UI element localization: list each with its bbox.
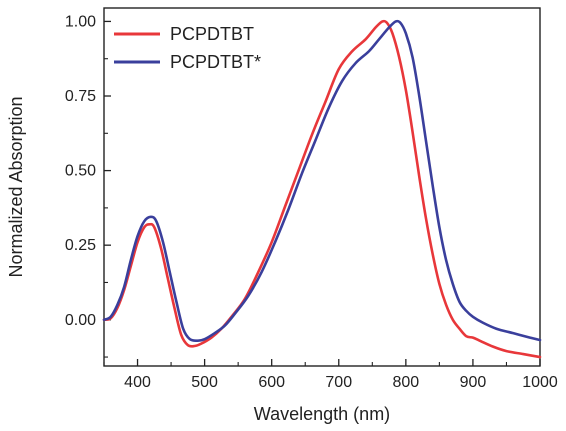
x-tick-label: 800 [392, 374, 419, 391]
x-tick-label: 400 [124, 374, 151, 391]
legend-label-pcpdtbt-star: PCPDTBT* [170, 52, 261, 72]
y-axis-title: Normalized Absorption [6, 96, 26, 277]
x-tick-label: 600 [258, 374, 285, 391]
y-tick-label: 0.50 [65, 163, 96, 180]
y-axis-ticks: 0.00 0.25 0.50 0.75 1.00 [65, 13, 111, 358]
y-tick-label: 1.00 [65, 13, 96, 30]
legend-label-pcpdtbt: PCPDTBT [170, 24, 254, 44]
series-line-pcpdtbt [102, 19, 542, 359]
x-tick-label: 1000 [522, 374, 558, 391]
y-tick-label: 0.25 [65, 237, 96, 254]
x-axis-ticks: 400 500 600 700 800 900 1000 [103, 359, 558, 391]
series-line-pcpdtbt-star [102, 19, 542, 342]
x-tick-label: 700 [325, 374, 352, 391]
y-tick-label: 0.00 [65, 312, 96, 329]
plot-frame [103, 7, 541, 367]
x-axis-title: Wavelength (nm) [254, 404, 390, 424]
x-tick-label: 500 [191, 374, 218, 391]
y-tick-label: 0.75 [65, 88, 96, 105]
series-layer [102, 19, 542, 359]
legend: PCPDTBT PCPDTBT* [114, 24, 261, 72]
x-tick-label: 900 [460, 374, 487, 391]
